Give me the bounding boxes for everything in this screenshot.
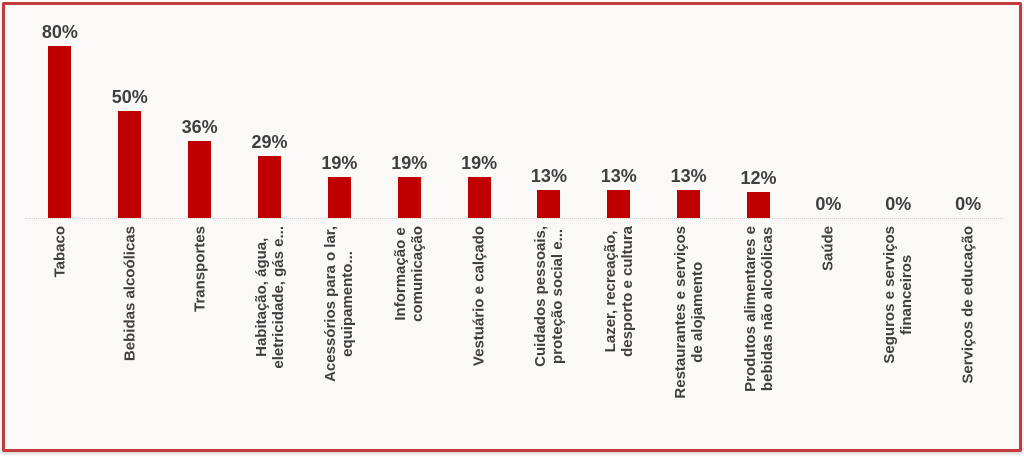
value-label: 0% — [955, 194, 982, 214]
bar — [537, 190, 561, 218]
bar-column: 19% — [444, 7, 514, 218]
category-cell: Vestuário e calçado — [444, 219, 514, 453]
value-label: 80% — [41, 22, 78, 42]
category-label: Bebidas alcoólicas — [121, 226, 139, 362]
value-label: 0% — [885, 194, 912, 214]
category-cell: Serviços de educação — [933, 219, 1003, 453]
bar — [467, 177, 491, 218]
bar-column: 19% — [374, 7, 444, 218]
bar-column: 0% — [793, 7, 863, 218]
value-label: 13% — [600, 166, 637, 187]
bar-column: 19% — [304, 7, 374, 218]
category-cell: Cuidados pessoais, proteção social e... — [514, 219, 584, 453]
category-label: Transportes — [191, 226, 209, 312]
bar — [747, 192, 771, 218]
bar-column: 0% — [933, 7, 1003, 218]
value-label: 29% — [251, 131, 288, 152]
bar-column: 13% — [584, 7, 654, 218]
category-cell: Informação e comunicação — [374, 219, 444, 453]
category-label: Habitação, água, eletricidade, gás e... — [252, 226, 287, 369]
value-label: 19% — [391, 153, 428, 174]
category-label: Vestuário e calçado — [470, 226, 488, 367]
bar — [118, 110, 142, 218]
category-label: Acessórios para o lar, equipamento... — [322, 226, 357, 382]
category-cell: Lazer, recreação, desporto e cultura — [584, 219, 654, 453]
bar-column: 13% — [654, 7, 724, 218]
bar-column: 80% — [25, 7, 95, 218]
category-cell: Acessórios para o lar, equipamento... — [304, 219, 374, 453]
category-cell: Produtos alimentares e bebidas não alcoó… — [724, 219, 794, 453]
category-label: Cuidados pessoais, proteção social e... — [531, 226, 566, 367]
bar — [607, 190, 631, 218]
category-cell: Bebidas alcoólicas — [95, 219, 165, 453]
category-label: Tabaco — [51, 226, 69, 278]
bar-column: 0% — [863, 7, 933, 218]
category-cell: Habitação, água, eletricidade, gás e... — [235, 219, 305, 453]
bar-column: 13% — [514, 7, 584, 218]
category-label: Serviços de educação — [959, 226, 977, 384]
bar — [327, 177, 351, 218]
bar-column: 29% — [235, 7, 305, 218]
category-label: Saúde — [819, 226, 837, 272]
chart-area: 80% 50% 36% 29% 19% 19% 19% 13% 13% 13% 12% 0% 0% 0% … — [5, 5, 1019, 449]
bar-column: 12% — [724, 7, 794, 218]
bar — [397, 177, 421, 218]
category-label: Produtos alimentares e bebidas não alcoó… — [741, 226, 776, 392]
bar — [677, 190, 701, 218]
category-cell: Transportes — [165, 219, 235, 453]
category-label: Informação e comunicação — [392, 226, 427, 322]
value-label: 12% — [740, 168, 777, 189]
category-label: Seguros e serviços financeiros — [881, 226, 916, 364]
value-label: 0% — [815, 194, 842, 214]
category-cell: Restaurantes e serviços de alojamento — [654, 219, 724, 453]
value-label: 13% — [530, 166, 567, 187]
bar — [188, 140, 212, 218]
category-cell: Tabaco — [25, 219, 95, 453]
value-label: 50% — [111, 86, 148, 107]
category-cell: Saúde — [793, 219, 863, 453]
bar-column: 50% — [95, 7, 165, 218]
bar — [48, 46, 72, 218]
bar — [258, 155, 281, 218]
bar-column: 36% — [165, 7, 235, 218]
plot-area: 80% 50% 36% 29% 19% 19% 19% 13% 13% 13% 12% 0% 0% 0% — [25, 7, 1003, 219]
value-label: 36% — [181, 116, 218, 137]
value-label: 19% — [461, 153, 498, 174]
value-label: 19% — [321, 153, 358, 174]
category-label: Lazer, recreação, desporto e cultura — [601, 226, 636, 357]
category-axis: Tabaco Bebidas alcoólicas Transportes Habit… — [25, 219, 1003, 453]
value-label: 13% — [670, 166, 707, 187]
category-cell: Seguros e serviços financeiros — [863, 219, 933, 453]
category-label: Restaurantes e serviços de alojamento — [671, 226, 706, 399]
